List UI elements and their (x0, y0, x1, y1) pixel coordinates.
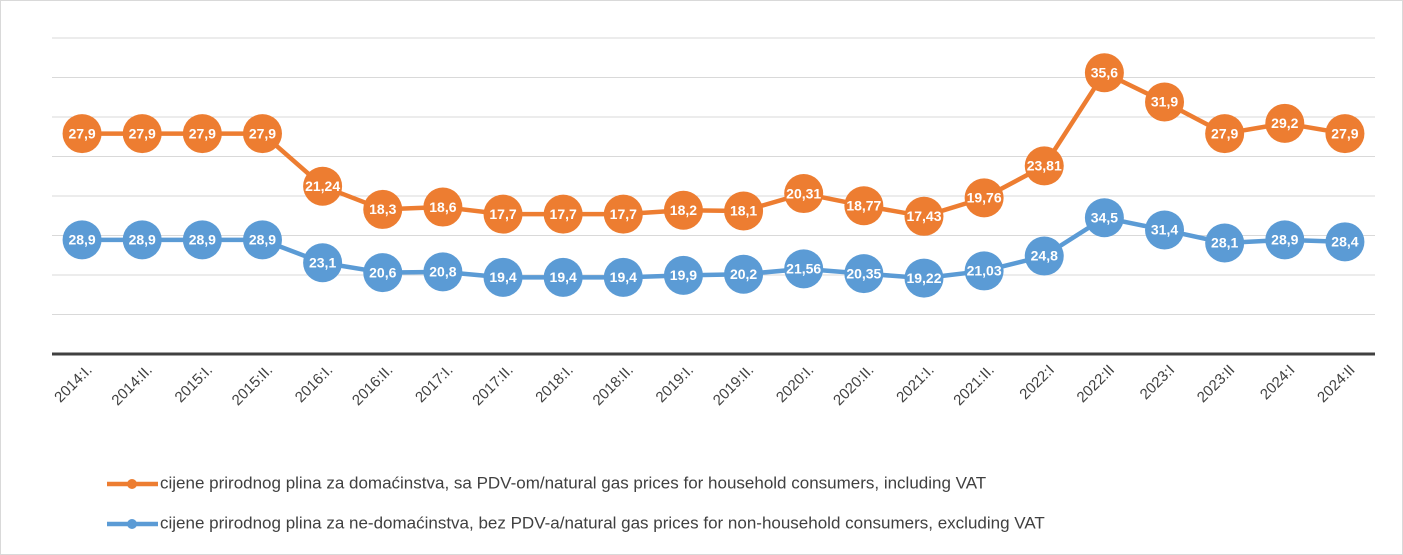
data-label: 19,4 (550, 269, 577, 285)
data-point (1205, 223, 1245, 263)
data-point (1265, 103, 1305, 143)
data-point (1084, 198, 1124, 238)
data-point (182, 114, 222, 154)
data-label: 28,9 (68, 232, 95, 248)
data-point (1205, 114, 1245, 154)
series-line (82, 70, 1346, 219)
legend-swatch-dot (127, 479, 137, 489)
data-point (62, 220, 102, 260)
data-label: 20,2 (730, 266, 757, 282)
data-point (1325, 222, 1365, 262)
data-label: 19,4 (489, 269, 516, 285)
data-point (603, 257, 643, 297)
data-point (62, 114, 102, 154)
data-label: 18,2 (670, 202, 697, 218)
data-point (122, 114, 162, 154)
data-label: 23,1 (309, 254, 336, 270)
data-label: 27,9 (189, 125, 216, 141)
legend-swatch-dot (127, 519, 137, 529)
data-point (483, 194, 523, 234)
data-label: 17,7 (550, 206, 577, 222)
data-point (182, 220, 222, 260)
data-label: 31,4 (1151, 222, 1178, 238)
data-label: 17,7 (610, 206, 637, 222)
data-point (964, 251, 1004, 291)
data-label: 20,8 (429, 264, 456, 280)
data-label: 21,56 (786, 261, 821, 277)
data-point (1084, 53, 1124, 93)
data-label: 28,9 (189, 232, 216, 248)
data-label: 28,9 (129, 232, 156, 248)
data-label: 24,8 (1031, 248, 1058, 264)
data-label: 31,9 (1151, 94, 1178, 110)
data-point (964, 178, 1004, 218)
data-label: 21,24 (305, 178, 340, 194)
data-point (242, 220, 282, 260)
data-label: 18,77 (846, 197, 881, 213)
data-point (1024, 146, 1064, 186)
data-point (363, 253, 403, 293)
data-point (904, 258, 944, 298)
data-point (423, 252, 463, 292)
data-label: 18,1 (730, 203, 757, 219)
data-label: 28,9 (1271, 232, 1298, 248)
data-point (242, 114, 282, 154)
data-point (423, 187, 463, 227)
data-label: 27,9 (1211, 125, 1238, 141)
data-point (844, 254, 884, 294)
data-label: 28,9 (249, 232, 276, 248)
data-point (784, 249, 824, 289)
data-label: 20,35 (846, 265, 881, 281)
data-point (663, 190, 703, 230)
data-label: 19,76 (967, 190, 1002, 206)
data-label: 19,22 (906, 270, 941, 286)
data-point (303, 243, 343, 283)
data-point (122, 220, 162, 260)
data-point (1024, 236, 1064, 276)
data-label: 29,2 (1271, 115, 1298, 131)
data-label: 17,7 (489, 206, 516, 222)
data-label: 35,6 (1091, 64, 1118, 80)
data-label: 27,9 (1331, 125, 1358, 141)
data-point (844, 186, 884, 226)
data-point (603, 194, 643, 234)
data-label: 18,3 (369, 201, 396, 217)
data-label: 23,81 (1027, 158, 1062, 174)
data-label: 18,6 (429, 199, 456, 215)
data-label: 20,6 (369, 264, 396, 280)
data-label: 27,9 (129, 125, 156, 141)
series-line (82, 215, 1346, 281)
data-point (543, 194, 583, 234)
data-label: 27,9 (68, 125, 95, 141)
data-point (303, 166, 343, 206)
data-point (1145, 82, 1185, 122)
legend-label: cijene prirodnog plina za domaćinstva, s… (160, 473, 986, 492)
data-point (1325, 114, 1365, 154)
data-label: 21,03 (967, 263, 1002, 279)
data-point (724, 254, 764, 294)
data-point (663, 255, 703, 295)
data-label: 28,1 (1211, 235, 1238, 251)
data-label: 17,43 (906, 208, 941, 224)
data-label: 20,31 (786, 185, 821, 201)
data-label: 27,9 (249, 125, 276, 141)
data-point (724, 191, 764, 231)
legend-label: cijene prirodnog plina za ne-domaćinstva… (160, 513, 1045, 532)
data-point (1265, 220, 1305, 260)
data-label: 19,9 (670, 267, 697, 283)
data-point (904, 196, 944, 236)
data-point (483, 257, 523, 297)
data-point (543, 257, 583, 297)
data-label: 19,4 (610, 269, 637, 285)
data-point (784, 174, 824, 214)
data-point (363, 189, 403, 229)
data-point (1145, 210, 1185, 250)
data-label: 34,5 (1091, 209, 1118, 225)
data-label: 28,4 (1331, 234, 1358, 250)
